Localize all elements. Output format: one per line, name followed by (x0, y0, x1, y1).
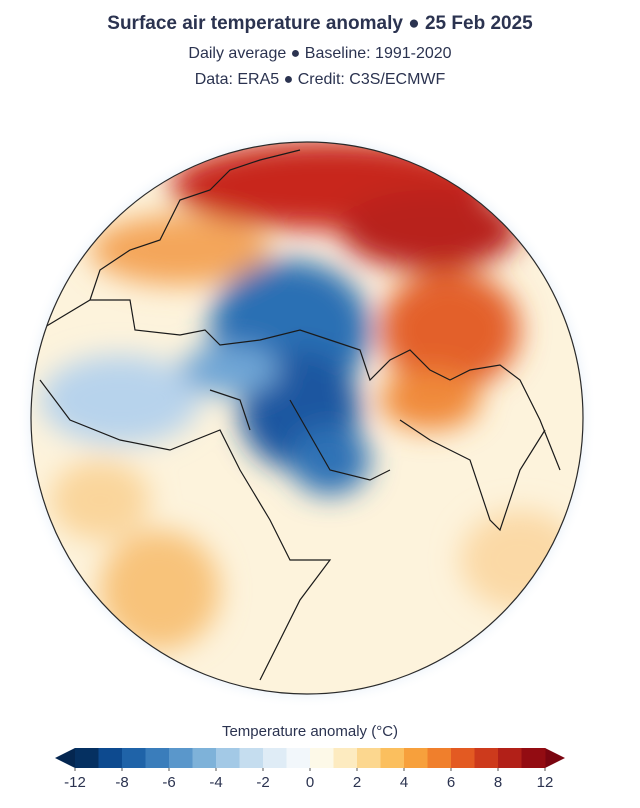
colorbar-bin (357, 748, 381, 768)
colorbar-bin (145, 748, 170, 768)
colorbar-bin (263, 748, 287, 768)
colorbar-bin (310, 748, 334, 768)
subtitle: Daily average ● Baseline: 1991-2020 (188, 45, 451, 62)
colorbar-tick-label: -12 (64, 774, 86, 791)
colorbar-label: Temperature anomaly (°C) (222, 723, 398, 740)
credit: Data: ERA5 ● Credit: C3S/ECMWF (195, 71, 446, 88)
title: Surface air temperature anomaly ● 25 Feb… (107, 13, 533, 34)
colorbar-bin (192, 748, 217, 768)
colorbar: -12 -8 -6 -4 -2 0 2 4 6 8 12 (55, 748, 565, 791)
colorbar-under (55, 748, 75, 768)
colorbar-tick-label: 8 (494, 774, 502, 791)
colorbar-bin (98, 748, 123, 768)
colorbar-tick-label: 2 (353, 774, 361, 791)
colorbar-bin (122, 748, 146, 768)
colorbar-bin (521, 748, 546, 768)
colorbar-bin (498, 748, 522, 768)
colorbar-tick-label: -2 (256, 774, 269, 791)
colorbar-tick-label: 4 (400, 774, 408, 791)
colorbar-bin (333, 748, 358, 768)
colorbar-bin (286, 748, 311, 768)
colorbar-bin (216, 748, 240, 768)
colorbar-bin (169, 748, 193, 768)
colorbar-bin (404, 748, 428, 768)
colorbar-tick-label: 6 (447, 774, 455, 791)
colorbar-bin (427, 748, 452, 768)
colorbar-tick-label: 0 (306, 774, 314, 791)
globe (17, 128, 597, 708)
colorbar-bin (239, 748, 264, 768)
colorbar-bin (451, 748, 475, 768)
colorbar-tick-label: 12 (537, 774, 554, 791)
colorbar-over (545, 748, 565, 768)
colorbar-bin (75, 748, 99, 768)
colorbar-tick-label: -4 (209, 774, 222, 791)
colorbar-bin (380, 748, 405, 768)
colorbar-bin (474, 748, 499, 768)
colorbar-tick-label: -8 (115, 774, 128, 791)
colorbar-tick-label: -6 (162, 774, 175, 791)
